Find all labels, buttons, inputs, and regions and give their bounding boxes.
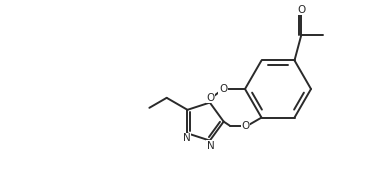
- Text: O: O: [207, 93, 215, 103]
- Text: N: N: [183, 133, 190, 143]
- Text: N: N: [207, 141, 215, 151]
- Text: O: O: [241, 121, 250, 131]
- Text: O: O: [219, 84, 227, 94]
- Text: O: O: [297, 5, 305, 15]
